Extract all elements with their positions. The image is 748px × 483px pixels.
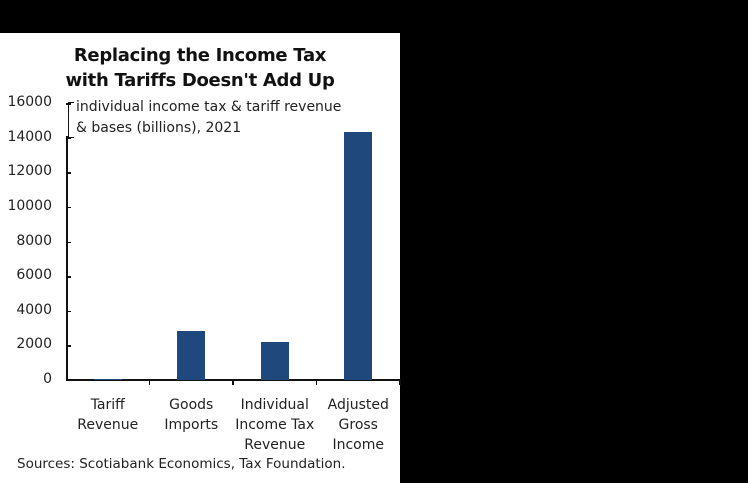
chart-panel: Replacing the Income Tax with Tariffs Do… bbox=[0, 33, 401, 483]
y-tick-label: 12000 bbox=[7, 163, 52, 180]
y-tick-label: 8000 bbox=[16, 232, 52, 249]
chart-title-line-2: with Tariffs Doesn't Add Up bbox=[65, 70, 335, 91]
y-tick-label: 0 bbox=[43, 371, 52, 387]
x-label-line: Goods bbox=[169, 397, 214, 413]
y-tick-label: 14000 bbox=[7, 128, 52, 145]
y-tick-label: 10000 bbox=[7, 197, 52, 214]
x-label-line: Income Tax bbox=[235, 417, 315, 433]
x-tick bbox=[148, 379, 150, 385]
x-label-line: Tariff bbox=[90, 397, 125, 413]
bar-adjusted-gross-income bbox=[344, 132, 373, 380]
x-label-line: Imports bbox=[164, 417, 219, 433]
x-tick bbox=[399, 379, 401, 385]
y-tick-label: 4000 bbox=[16, 301, 52, 318]
y-tick-label: 16000 bbox=[7, 94, 52, 110]
x-tick bbox=[315, 379, 317, 385]
y-tick bbox=[66, 103, 71, 105]
x-label-line: Revenue bbox=[244, 437, 306, 453]
y-tick bbox=[66, 206, 71, 209]
y-tick bbox=[66, 345, 71, 347]
x-tick-label: Goods Imports bbox=[149, 395, 233, 435]
x-tick bbox=[232, 379, 234, 385]
x-label-line: Individual bbox=[240, 397, 309, 413]
y-axis-line bbox=[66, 136, 68, 381]
x-tick-label: Individual Income Tax Revenue bbox=[233, 395, 317, 455]
bar-goods-imports bbox=[177, 331, 206, 380]
chart-subtitle: individual income tax & tariff revenue &… bbox=[76, 97, 341, 139]
x-label-line: Revenue bbox=[77, 417, 139, 433]
subtitle-bracket bbox=[68, 102, 74, 138]
bar-individual-income-tax-revenue bbox=[260, 341, 289, 380]
y-tick-label: 6000 bbox=[16, 267, 52, 284]
y-tick bbox=[66, 137, 71, 140]
y-tick bbox=[66, 172, 71, 174]
subtitle-line-1: individual income tax & tariff revenue bbox=[76, 99, 342, 115]
chart-title-line-1: Replacing the Income Tax bbox=[73, 45, 327, 66]
y-tick-label: 2000 bbox=[16, 336, 52, 353]
chart-title: Replacing the Income Tax with Tariffs Do… bbox=[0, 43, 400, 93]
x-tick-label: Adjusted Gross Income bbox=[316, 395, 400, 455]
x-label-line: Gross bbox=[338, 417, 378, 433]
y-tick bbox=[66, 241, 71, 243]
x-label-line: Adjusted bbox=[327, 397, 389, 413]
x-label-line: Income bbox=[332, 437, 384, 453]
y-tick bbox=[66, 276, 71, 278]
bar-tariff-revenue bbox=[93, 378, 122, 380]
subtitle-line-2: & bases (billions), 2021 bbox=[76, 120, 242, 136]
x-tick-label: Tariff Revenue bbox=[66, 395, 150, 435]
y-tick bbox=[66, 310, 71, 313]
source-note: Sources: Scotiabank Economics, Tax Found… bbox=[17, 456, 346, 472]
